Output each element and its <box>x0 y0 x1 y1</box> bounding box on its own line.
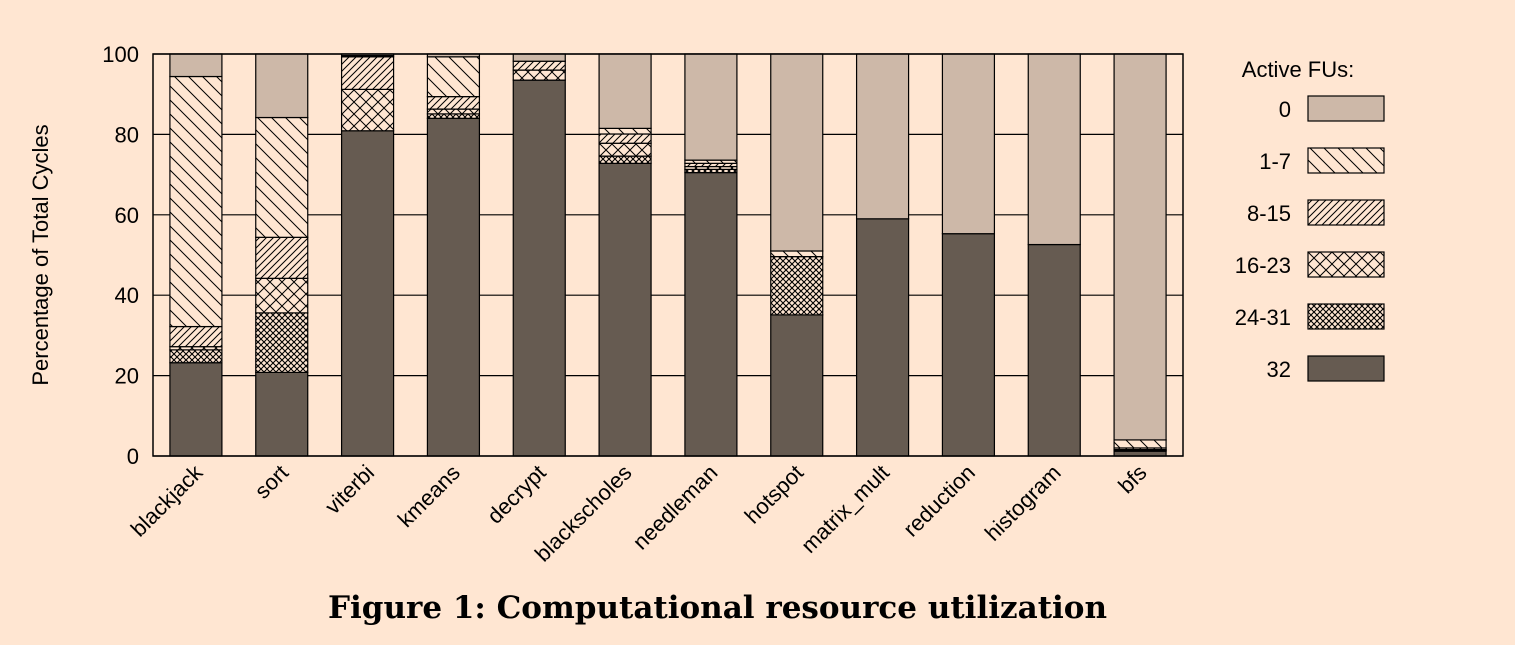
bar-histogram <box>1027 53 1081 457</box>
segment-8-15 <box>255 236 309 279</box>
y-axis-label: Percentage of Total Cycles <box>28 124 53 385</box>
segment-32 <box>684 171 738 457</box>
plot-frame <box>152 53 1184 457</box>
segment-1-7 <box>426 56 481 98</box>
bar-decrypt <box>512 53 566 457</box>
y-tick-label: 100 <box>102 42 139 67</box>
legend-label: 1-7 <box>1259 149 1291 174</box>
legend-label: 24-31 <box>1235 305 1291 330</box>
bar-matrix_mult <box>855 53 910 457</box>
bar-bfs <box>1113 53 1167 457</box>
legend-title: Active FUs: <box>1242 57 1354 82</box>
y-tick-label: 40 <box>115 283 139 308</box>
segment-16-23 <box>426 108 481 115</box>
legend-label: 0 <box>1279 97 1291 122</box>
segment-8-15 <box>426 96 481 110</box>
bar-viterbi <box>340 53 395 457</box>
bars <box>169 53 1167 457</box>
segment-1-7 <box>255 116 309 238</box>
legend-swatch-16-23 <box>1307 251 1385 278</box>
segment-32 <box>1027 243 1081 457</box>
legend-swatch-0 <box>1307 95 1385 122</box>
segment-16-23 <box>598 142 652 157</box>
segment-0 <box>512 53 566 62</box>
segment-0 <box>255 53 309 119</box>
segment-0 <box>598 53 652 129</box>
segment-16-23 <box>512 69 566 81</box>
x-tick-label: needleman <box>628 460 723 555</box>
x-tick-label: hotspot <box>740 460 809 529</box>
x-tick-label: matrix_mult <box>796 460 894 558</box>
segment-24-31 <box>598 155 652 164</box>
segment-32 <box>855 218 910 457</box>
bar-needleman <box>684 53 738 457</box>
segment-24-31 <box>426 113 481 119</box>
legend-swatch-1-7 <box>1307 147 1385 174</box>
segment-0 <box>1113 53 1167 441</box>
legend-label: 32 <box>1267 357 1291 382</box>
segment-1-7 <box>598 127 652 135</box>
segment-24-31 <box>255 312 309 373</box>
segment-32 <box>255 371 309 457</box>
segment-1-7 <box>1113 439 1167 449</box>
segment-8-15 <box>512 60 566 71</box>
legend-swatch-8-15 <box>1307 199 1385 226</box>
segment-1-7 <box>169 75 223 328</box>
y-tick-label: 20 <box>115 364 139 389</box>
legend-label: 16-23 <box>1235 253 1291 278</box>
legend-label: 8-15 <box>1247 201 1291 226</box>
segment-32 <box>169 362 223 457</box>
bar-sort <box>255 53 309 457</box>
segment-24-31 <box>770 256 824 316</box>
segment-32 <box>598 162 652 457</box>
segment-16-23 <box>255 277 309 314</box>
legend: Active FUs: 0 1-7 8-15 16-23 24-31 32 <box>1235 57 1385 382</box>
bar-hotspot <box>770 53 824 457</box>
segment-1-7 <box>770 250 824 258</box>
bar-kmeans <box>426 53 481 457</box>
x-tick-label: bfs <box>1113 460 1151 498</box>
segment-16-23 <box>340 88 395 132</box>
y-tick-label: 60 <box>115 203 139 228</box>
x-tick-label: sort <box>250 460 294 504</box>
x-tick-label: histogram <box>980 460 1066 546</box>
bar-blackscholes <box>598 53 652 457</box>
segment-32 <box>340 130 395 457</box>
x-tick-label: reduction <box>898 460 980 542</box>
segment-0 <box>855 53 910 220</box>
segment-0 <box>1027 53 1081 246</box>
x-tick-label: decrypt <box>482 460 551 529</box>
segment-32 <box>941 233 996 457</box>
x-tick-label: blackjack <box>126 459 208 541</box>
segment-0 <box>169 53 223 78</box>
segment-0 <box>770 53 824 252</box>
legend-swatch-32 <box>1307 355 1385 382</box>
bar-blackjack <box>169 53 223 457</box>
x-tick-label: kmeans <box>393 460 465 532</box>
segment-0 <box>941 53 996 235</box>
stacked-bar-chart: 0 20 40 60 80 100 Percentage of Total Cycles bl… <box>28 42 1385 567</box>
segment-0 <box>684 53 738 161</box>
segment-8-15 <box>340 56 395 90</box>
legend-swatch-24-31 <box>1307 303 1385 330</box>
segment-8-15 <box>169 325 223 348</box>
figure-caption: Figure 1: Computational resource utiliza… <box>327 590 1108 626</box>
y-tick-label: 0 <box>127 444 139 469</box>
y-tick-label: 80 <box>115 122 139 147</box>
x-tick-label: viterbi <box>320 460 379 519</box>
segment-8-15 <box>598 133 652 144</box>
segment-32 <box>426 117 481 457</box>
bar-reduction <box>941 53 996 457</box>
segment-24-31 <box>169 349 223 364</box>
segment-32 <box>770 314 824 457</box>
segment-32 <box>512 79 566 457</box>
